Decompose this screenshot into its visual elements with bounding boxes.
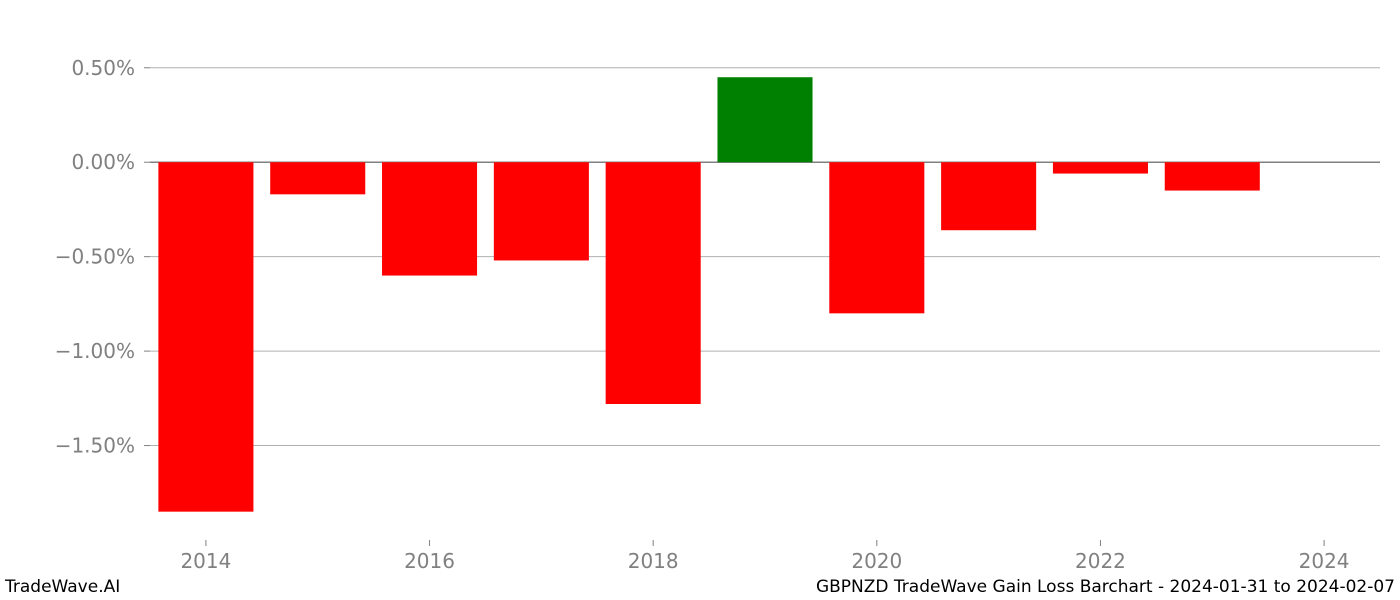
footer-left-label: TradeWave.AI [4, 577, 120, 597]
y-tick-label: −1.50% [55, 434, 135, 458]
chart-container: 0.50%0.00%−0.50%−1.00%−1.50% 20142016201… [0, 0, 1400, 600]
footer-right-label: GBPNZD TradeWave Gain Loss Barchart - 20… [816, 577, 1395, 597]
x-axis-tick-labels: 2014 2016 2018 2020 2022 2024 [180, 549, 1349, 573]
x-tick-label: 2016 [404, 549, 455, 573]
bar [717, 77, 812, 162]
x-tick-label: 2022 [1075, 549, 1126, 573]
bar [606, 162, 701, 404]
gain-loss-barchart: 0.50%0.00%−0.50%−1.00%−1.50% 20142016201… [0, 0, 1400, 600]
bar [494, 162, 589, 260]
bar [941, 162, 1036, 230]
x-tick-label: 2024 [1299, 549, 1350, 573]
bar [270, 162, 365, 194]
bar [1165, 162, 1260, 190]
bar [829, 162, 924, 313]
bar [1053, 162, 1148, 173]
bar [382, 162, 477, 275]
y-tick-label: 0.50% [71, 56, 135, 80]
y-tick-label: 0.00% [71, 150, 135, 174]
y-tick-label: −0.50% [55, 245, 135, 269]
x-tick-label: 2020 [851, 549, 902, 573]
x-tick-label: 2014 [180, 549, 231, 573]
y-axis-tick-labels: 0.50% 0.00% −0.50% −1.00% −1.50% [55, 56, 135, 458]
x-tick-label: 2018 [628, 549, 679, 573]
bars [158, 77, 1259, 511]
bar [158, 162, 253, 511]
y-tick-label: −1.00% [55, 339, 135, 363]
